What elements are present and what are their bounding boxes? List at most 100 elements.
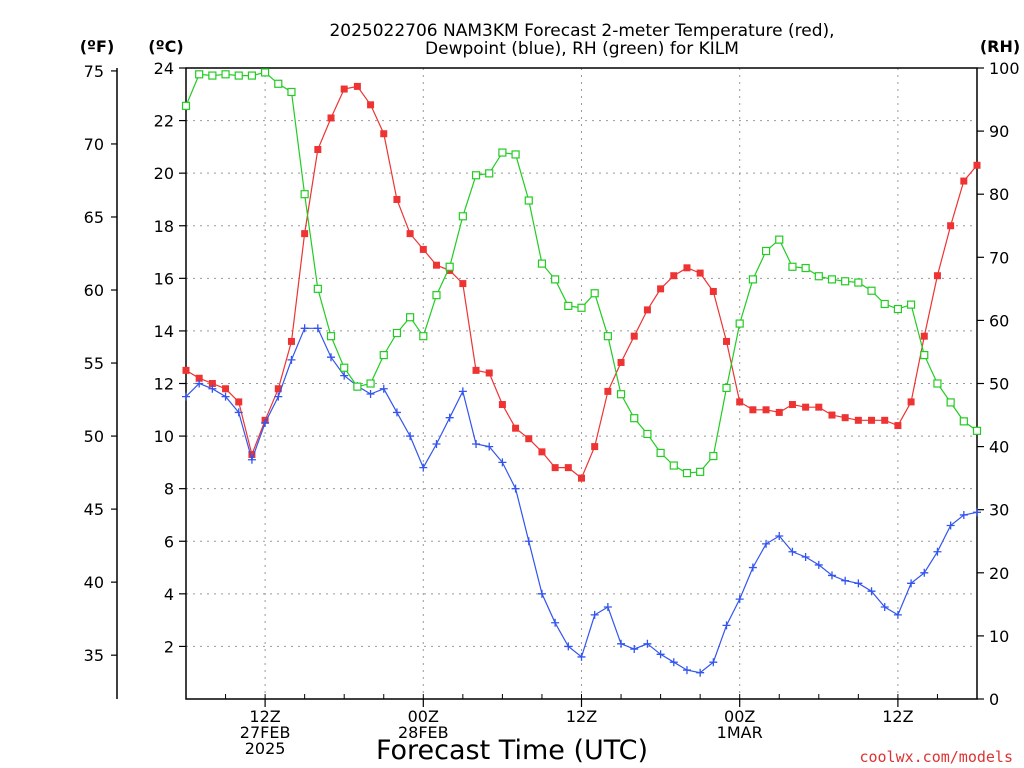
temperature-point: [683, 264, 691, 272]
temperature-point: [788, 401, 796, 409]
dewpoint-point: [432, 439, 441, 448]
temperature-point: [881, 416, 889, 424]
dewpoint-point: [182, 392, 190, 401]
x-tick-label: 12Z: [566, 707, 597, 726]
rh-point: [735, 319, 744, 328]
dewpoint-point: [406, 432, 415, 441]
dewpoint-point: [827, 571, 836, 580]
temperature-point: [538, 448, 546, 456]
rh-point: [485, 169, 494, 178]
temperature-point: [327, 114, 335, 122]
rh-point: [814, 272, 823, 281]
temperature-point: [960, 177, 968, 185]
temperature-point: [498, 401, 506, 409]
rh-point: [234, 71, 243, 80]
temperature-point: [775, 408, 783, 416]
rh-tick-label: 70: [989, 248, 1009, 267]
dewpoint-point: [617, 639, 626, 648]
temperature-point: [287, 337, 295, 345]
temperature-point: [525, 435, 533, 443]
celsius-unit-label: (ºC): [148, 37, 183, 56]
dewpoint-point: [669, 658, 678, 667]
dewpoint-point: [287, 355, 296, 364]
dewpoint-point: [327, 353, 336, 362]
celsius-tick-label: 22: [154, 112, 174, 131]
temperature-point: [802, 403, 810, 411]
celsius-tick-label: 10: [154, 427, 174, 446]
temperature-point: [367, 101, 375, 109]
rh-point: [524, 196, 533, 205]
fahrenheit-tick-label: 45: [84, 500, 104, 519]
rh-point: [551, 275, 560, 284]
rh-tick-label: 40: [989, 438, 1009, 457]
dewpoint-point: [379, 384, 388, 393]
celsius-tick-label: 18: [154, 217, 174, 236]
rh-point: [221, 70, 230, 79]
celsius-tick-label: 6: [164, 532, 174, 551]
celsius-tick-label: 20: [154, 164, 174, 183]
rh-point: [392, 328, 402, 338]
rh-tick-label: 80: [989, 185, 1009, 204]
rh-point: [972, 426, 982, 435]
temperature-point: [894, 422, 902, 430]
dewpoint-point: [643, 639, 652, 648]
rh-point: [208, 71, 217, 80]
dewpoint-point: [880, 602, 889, 611]
rh-point: [537, 259, 547, 268]
x-tick-label: 12Z: [249, 707, 280, 726]
temperature-point: [947, 222, 955, 230]
fahrenheit-tick-label: 55: [84, 354, 104, 373]
x-tick-label: 00Z: [724, 707, 755, 726]
temperature-point: [472, 366, 480, 374]
credit-text: coolwx.com/models: [859, 748, 1013, 766]
temperature-point: [459, 280, 467, 288]
dewpoint-point: [801, 553, 810, 562]
dewpoint-point: [498, 458, 507, 467]
dewpoint-point: [485, 442, 494, 451]
dewpoint-point: [274, 392, 283, 401]
dewpoint-point: [788, 547, 797, 556]
rh-point: [946, 398, 955, 407]
fahrenheit-tick-label: 70: [84, 135, 104, 154]
rh-point: [709, 451, 718, 461]
celsius-tick-label: 4: [164, 585, 174, 604]
x-tick-label: 12Z: [882, 707, 913, 726]
temperature-point: [393, 195, 401, 203]
rh-point: [748, 275, 757, 284]
temperature-point: [723, 337, 731, 345]
rh-point: [801, 263, 810, 273]
temperature-point: [208, 380, 216, 387]
dewpoint-point: [511, 484, 520, 493]
rh-point: [577, 303, 586, 312]
rh-tick-label: 10: [989, 627, 1009, 646]
dewpoint-point: [247, 455, 256, 464]
dewpoint-point: [419, 463, 428, 472]
rh-point: [880, 299, 889, 309]
dewpoint-point: [814, 560, 823, 569]
dewpoint-point: [221, 392, 230, 401]
dewpoint-point: [524, 537, 533, 546]
dewpoint-point: [682, 666, 691, 675]
fahrenheit-tick-label: 75: [84, 62, 104, 81]
temperature-point: [419, 245, 427, 253]
rh-point: [340, 363, 349, 372]
grid-lines: [186, 68, 977, 699]
chart-title-line1: 2025022706 NAM3KM Forecast 2-meter Tempe…: [329, 21, 834, 41]
fahrenheit-unit-label: (ºF): [80, 37, 115, 56]
rh-tick-label: 90: [989, 122, 1009, 141]
dewpoint-point: [537, 589, 546, 598]
fahrenheit-tick-label: 65: [84, 208, 104, 227]
rh-point: [261, 68, 270, 77]
rh-point: [406, 313, 415, 322]
celsius-tick-label: 2: [164, 637, 174, 656]
celsius-tick-label: 14: [154, 322, 174, 341]
temperature-point: [591, 443, 599, 451]
temperature-point: [182, 366, 190, 374]
fahrenheit-tick-label: 40: [84, 573, 104, 592]
x-tick-label: 2025: [245, 739, 286, 758]
rh-point: [920, 351, 929, 360]
temperature-point: [709, 287, 717, 295]
temperature-point: [696, 269, 704, 277]
rh-point: [906, 300, 916, 309]
rh-point: [669, 461, 678, 470]
